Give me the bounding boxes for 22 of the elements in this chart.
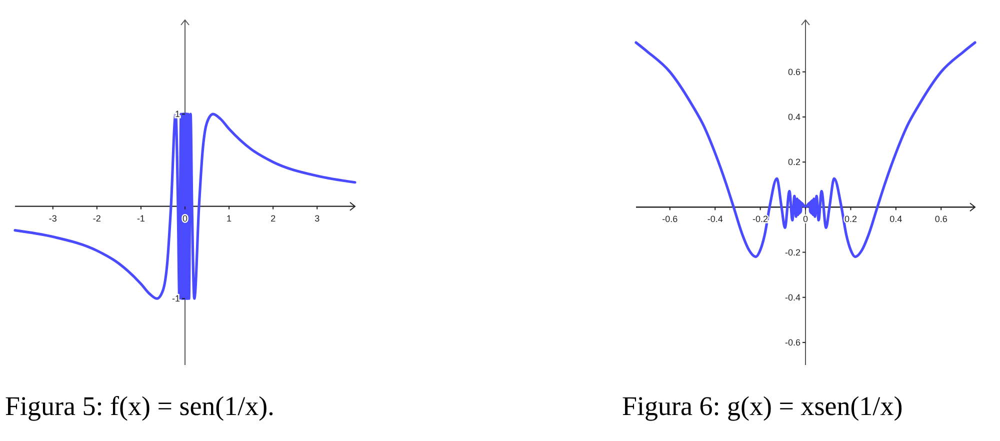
x-tick-label: 2 [270, 213, 276, 224]
text: Figura 5: f(x) = sen(1/x). [5, 391, 274, 421]
y-tick-label: 0.4 [788, 112, 800, 122]
y-tick-label: 0.2 [788, 157, 800, 168]
x-tick-label: -0.6 [662, 214, 678, 224]
x-tick-label: -3 [48, 213, 57, 224]
x-tick-label: 0.6 [934, 214, 948, 224]
y-tick-label: 0.6 [788, 66, 800, 77]
x-tick-label: 0.2 [844, 214, 857, 224]
text: Figura 6: g(x) = xsen(1/x) [622, 391, 903, 421]
x-tick-label: -2 [92, 213, 101, 224]
x-tick-label: -1 [136, 213, 145, 224]
x-tick-label: -0.4 [707, 214, 723, 224]
line-series [634, 41, 976, 258]
line-series [14, 112, 356, 300]
y-tick-label: -0.4 [784, 292, 800, 302]
y-tick-label: -0.6 [784, 337, 800, 348]
x-tick-label: 1 [226, 213, 232, 224]
x-tick-label: 0 [182, 213, 188, 224]
x-tick-label: 0.4 [890, 214, 902, 224]
y-tick-label: -0.2 [784, 247, 800, 258]
x-tick-label: 3 [314, 213, 320, 224]
